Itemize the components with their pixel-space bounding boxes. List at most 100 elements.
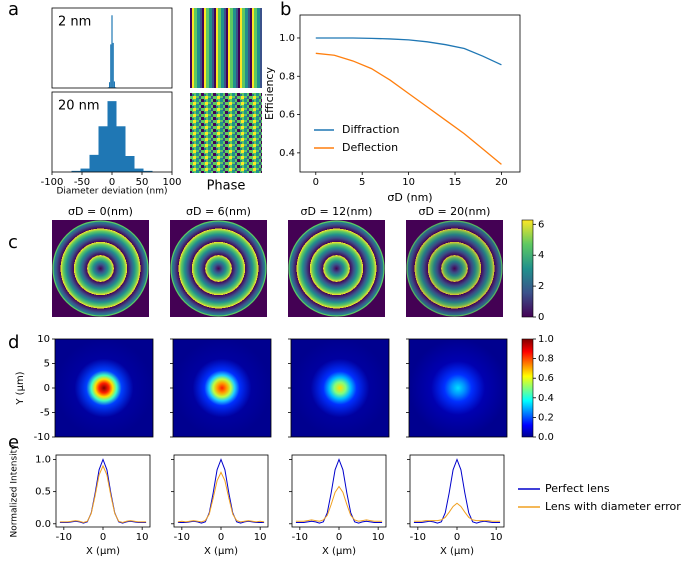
phase-label: Phase [207,179,246,194]
phase-map [406,220,503,317]
image-title: σD = 20(nm) [419,205,491,218]
x-axis-label: X (μm) [204,546,238,557]
panel-label: c [8,232,18,253]
x-tick-label: 0 [218,532,224,543]
y-tick-label: -10 [34,432,50,443]
phase-image [190,8,262,88]
series-line [295,458,383,524]
x-tick-label: 0 [336,532,342,543]
x-tick-label: -10 [410,532,426,543]
phase-map [52,220,149,317]
y-tick-label: 0.6 [538,373,554,384]
plot-frame [299,14,521,173]
x-tick-label: 10 [136,532,149,543]
bar [113,81,115,88]
x-tick-label: 10 [254,532,267,543]
x-tick-label: 10 [490,532,503,543]
legend-label: Perfect lens [545,482,610,495]
x-axis-label: X (μm) [440,546,474,557]
series-line [177,471,265,523]
bar [134,168,144,172]
x-tick-label: 100 [162,177,181,188]
bar [80,168,90,172]
bar [112,42,114,88]
plot-frame [51,7,173,89]
phase-map [288,220,385,317]
x-tick-label: 20 [495,177,508,188]
panel-label: d [8,332,19,353]
bar [98,126,108,172]
x-tick-label: -10 [56,532,72,543]
y-tick-label: 0.6 [279,110,295,121]
y-tick-label: 0.4 [538,393,554,404]
x-tick-label: -10 [174,532,190,543]
annotation: 2 nm [58,15,91,30]
colorbar [521,338,534,438]
plot-frame [409,454,505,528]
focal-spot [291,339,389,437]
x-axis-label: X (μm) [86,546,120,557]
x-tick-label: 10 [402,177,415,188]
series-line [315,52,502,165]
y-tick-label: 0.0 [538,432,554,443]
x-tick-label: 0 [454,532,460,543]
legend-label: Diffraction [342,123,400,136]
x-tick-label: -100 [41,177,64,188]
series-line [59,464,147,524]
bar [111,15,113,88]
x-tick-label: 50 [136,177,149,188]
focal-spot [173,339,271,437]
series-line [59,458,147,524]
y-tick-label: 5 [44,359,50,370]
x-axis-label: X (μm) [322,546,356,557]
panel-label: b [280,0,291,20]
x-axis-label: Diameter deviation (nm) [56,187,167,197]
bar [71,170,81,172]
legend-label: Deflection [342,141,398,154]
bar [107,101,117,172]
y-tick-label: 0.5 [35,487,51,498]
bar [125,156,135,172]
y-tick-label: 0.0 [35,519,51,530]
x-tick-label: 10 [372,532,385,543]
colorbar [521,219,534,318]
image-title: σD = 0(nm) [68,205,133,218]
y-tick-label: 0.4 [279,148,295,159]
x-tick-label: -10 [292,532,308,543]
y-tick-label: 0 [44,383,50,394]
bar [109,82,111,88]
x-axis-label: σD (nm) [387,191,432,204]
legend-label: Lens with diameter error [545,500,681,513]
bar [116,126,126,172]
x-tick-label: 15 [449,177,462,188]
y-tick-label: 2 [538,281,544,292]
series-line [177,458,265,524]
series-line [315,37,502,66]
y-tick-label: 0.8 [279,71,295,82]
y-tick-label: 1.0 [35,455,51,466]
plot-frame [291,454,387,528]
image-title: σD = 6(nm) [186,205,251,218]
x-tick-label: 5 [359,177,365,188]
y-tick-label: 1.0 [538,334,554,345]
focal-spot [55,339,153,437]
y-tick-label: -5 [40,408,50,419]
bar [110,44,112,88]
y-tick-label: 4 [538,250,544,261]
y-tick-label: 10 [37,334,50,345]
y-tick-label: 6 [538,219,544,230]
y-axis-label: Normalized Intensity [10,444,20,538]
panel-label: a [8,0,19,20]
series-line [295,485,383,522]
x-tick-label: 0 [109,177,115,188]
bar [89,154,99,172]
bar [143,170,153,172]
x-tick-label: 0 [100,532,106,543]
phase-image [190,93,262,173]
y-tick-label: 0.8 [538,354,554,365]
plot-frame [173,454,269,528]
x-tick-label: -50 [74,177,90,188]
panel-label: e [8,432,19,453]
